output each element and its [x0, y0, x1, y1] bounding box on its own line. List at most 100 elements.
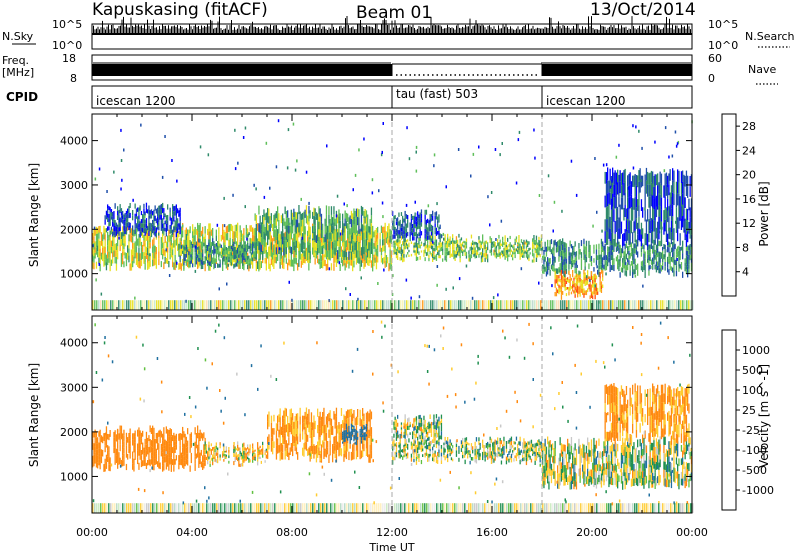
echo-cell	[633, 221, 635, 233]
echo-point	[415, 145, 418, 149]
echo-point	[642, 284, 644, 288]
echo-cell	[499, 252, 501, 256]
echo-cell	[99, 256, 101, 264]
echo-cell	[382, 239, 384, 246]
echo-cell	[445, 258, 448, 262]
echo-cell	[449, 253, 451, 258]
echo-cell	[609, 192, 611, 205]
echo-cell	[269, 223, 271, 232]
ground-cell	[366, 300, 368, 310]
echo-cell	[269, 216, 271, 224]
echo-cell	[628, 209, 630, 222]
echo-cell	[204, 248, 206, 254]
echo-cell	[452, 245, 454, 250]
echo-point	[358, 148, 360, 152]
echo-point	[538, 194, 541, 197]
echo-cell	[292, 259, 294, 267]
echo-cell	[438, 226, 440, 231]
echo-cell	[228, 247, 230, 256]
echo-cell	[643, 261, 645, 266]
echo-cell	[622, 197, 624, 210]
echo-cell	[250, 258, 252, 261]
echo-cell	[148, 261, 150, 269]
echo-cell	[362, 257, 364, 263]
echo-cell	[178, 223, 180, 227]
echo-cell	[343, 223, 345, 233]
echo-point	[360, 228, 362, 232]
echo-cell	[125, 259, 128, 267]
echo-point	[343, 202, 345, 206]
ground-cell	[602, 300, 604, 310]
echo-cell	[143, 258, 145, 264]
echo-cell	[388, 223, 390, 232]
echo-cell	[107, 238, 109, 246]
echo-cell	[410, 218, 413, 223]
freq-label: Freq.	[2, 54, 29, 67]
echo-cell	[112, 216, 114, 222]
echo-cell	[330, 263, 333, 271]
echo-point	[149, 253, 151, 257]
echo-cell	[123, 441, 125, 448]
echo-cell	[398, 221, 400, 226]
echo-cell	[565, 293, 568, 297]
echo-cell	[229, 237, 231, 245]
ground-cell	[364, 300, 366, 310]
echo-cell	[239, 255, 241, 260]
echo-cell	[144, 219, 146, 224]
echo-point	[497, 293, 499, 297]
echo-cell	[122, 215, 124, 220]
echo-cell	[99, 248, 101, 257]
echo-cell	[324, 241, 326, 250]
echo-cell	[424, 219, 426, 225]
echo-cell	[248, 264, 250, 272]
echo-cell	[144, 231, 146, 236]
echo-cell	[218, 227, 220, 235]
echo-cell	[180, 241, 182, 249]
echo-cell	[373, 231, 375, 238]
echo-cell	[665, 172, 668, 185]
echo-cell	[672, 257, 674, 263]
echo-cell	[213, 241, 215, 246]
echo-cell	[298, 250, 300, 260]
echo-cell	[598, 271, 600, 277]
echo-point	[605, 163, 608, 167]
echo-cell	[247, 252, 249, 259]
echo-cell	[115, 222, 118, 227]
echo-cell	[115, 231, 118, 236]
ground-cell	[644, 300, 646, 310]
echo-cell	[569, 252, 571, 259]
echo-cell	[490, 241, 493, 246]
echo-cell	[620, 197, 623, 210]
echo-cell	[158, 213, 160, 218]
echo-cell	[548, 246, 550, 251]
echo-cell	[628, 197, 630, 210]
echo-cell	[482, 234, 484, 239]
echo-cell	[118, 223, 120, 228]
echo-cell	[664, 253, 666, 258]
echo-cell	[302, 246, 304, 254]
echo-cell	[320, 236, 322, 243]
echo-cell	[427, 218, 429, 223]
echo-cell	[104, 465, 106, 472]
echo-cell	[570, 256, 573, 261]
echo-cell	[234, 256, 236, 263]
echo-cell	[405, 239, 408, 243]
echo-cell	[418, 225, 420, 229]
echo-cell	[107, 433, 109, 440]
echo-cell	[337, 232, 339, 242]
echo-cell	[610, 221, 613, 233]
echo-cell	[320, 213, 323, 222]
echo-cell	[607, 219, 609, 232]
echo-cell	[320, 229, 323, 238]
echo-cell	[319, 232, 321, 240]
echo-point	[120, 159, 123, 162]
echo-cell	[603, 245, 605, 251]
echo-cell	[262, 224, 264, 233]
echo-cell	[615, 247, 618, 252]
echo-cell	[690, 267, 693, 272]
ground-cell	[632, 300, 634, 310]
echo-cell	[570, 260, 573, 266]
echo-cell	[448, 238, 450, 243]
echo-cell	[420, 222, 423, 227]
echo-cell	[402, 223, 404, 228]
